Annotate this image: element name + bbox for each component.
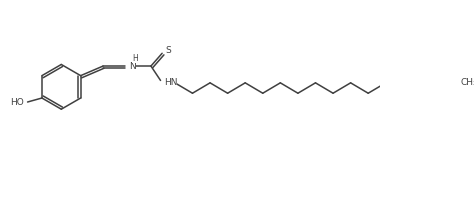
Text: CH₃: CH₃ <box>460 78 474 87</box>
Text: HO: HO <box>10 98 24 106</box>
Text: S: S <box>165 46 171 55</box>
Text: HN: HN <box>164 78 177 87</box>
Text: N: N <box>129 61 136 71</box>
Text: H: H <box>132 54 138 63</box>
